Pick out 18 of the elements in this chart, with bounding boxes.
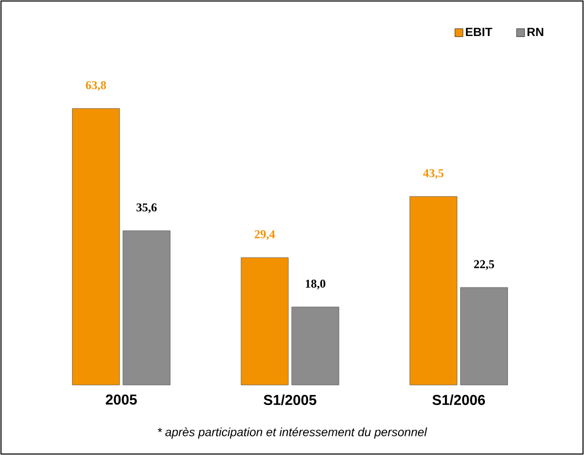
legend-label: RN bbox=[528, 28, 544, 36]
data-label: 35,6 bbox=[136, 203, 157, 214]
text: * après participation et intéressement du personnel bbox=[158, 427, 428, 439]
data-label: 22,5 bbox=[474, 260, 494, 270]
legend-label: EBIT bbox=[466, 28, 492, 36]
x-tick-label: S1/2005 bbox=[264, 394, 316, 406]
data-label: 43,5 bbox=[423, 169, 444, 179]
data-label: 63,8 bbox=[86, 81, 106, 91]
bar bbox=[122, 230, 170, 386]
bar bbox=[460, 287, 508, 386]
bar bbox=[72, 108, 120, 386]
bar bbox=[291, 306, 340, 386]
x-tick-label: 2005 bbox=[106, 394, 137, 405]
x-tick-label: S1/2006 bbox=[432, 394, 485, 406]
data-label: 29,4 bbox=[254, 230, 275, 240]
bar bbox=[410, 196, 458, 386]
data-label: 18,0 bbox=[306, 280, 326, 290]
bar bbox=[240, 257, 289, 386]
